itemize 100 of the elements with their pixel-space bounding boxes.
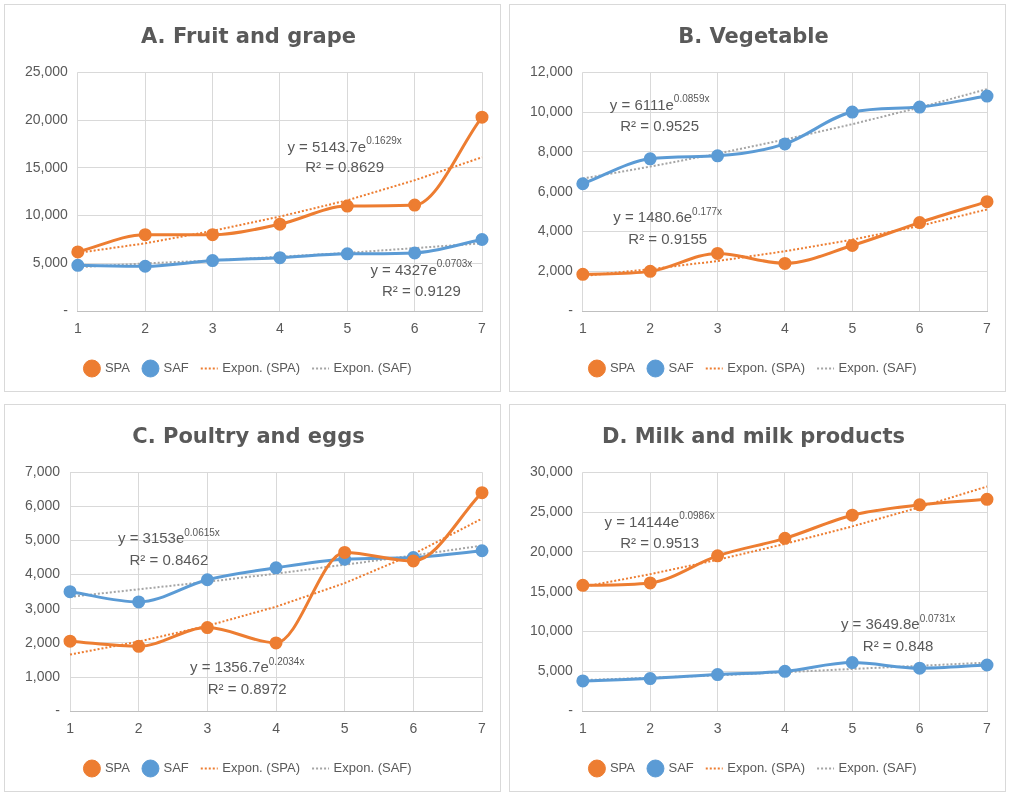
x-tick-label: 1 [73,320,82,337]
x-tick-label: 6 [410,320,419,337]
legend-label: SPA [609,760,636,776]
point [475,486,489,500]
point [576,177,590,191]
annotation: R² = 0.8629 [305,157,384,175]
legend-label: Expon. (SPA) [222,360,301,376]
point [711,246,725,260]
y-tick-label: 20,000 [24,110,69,127]
point [273,251,287,265]
x-tick-label: 4 [276,320,285,337]
point [408,246,422,260]
point [206,254,220,268]
point [206,228,220,242]
x-tick-label: 2 [646,720,655,737]
legend-label: SPA [104,760,131,776]
y-tick-label: 3,000 [24,599,61,616]
annotation: R² = 0.848 [862,636,934,654]
x-tick-label: 5 [340,720,349,737]
y-tick-label: - [55,702,61,719]
x-tick-label: 2 [646,320,655,337]
y-tick-label: 30,000 [529,463,574,480]
legend-label: SAF [668,760,694,776]
y-tick-label: - [568,302,574,319]
y-tick-label: 15,000 [24,158,69,175]
y-tick-label: 10,000 [529,102,574,119]
legend-label: SPA [104,360,131,376]
y-tick-label: 15,000 [529,582,574,599]
chart-title: C. Poultry and eggs [132,424,365,449]
y-tick-label: 6,000 [537,182,574,199]
y-tick-label: 10,000 [529,622,574,639]
y-tick-label: - [63,302,69,319]
point [132,639,146,653]
point [711,668,725,682]
point [340,199,354,213]
point [778,256,792,270]
point [845,105,859,119]
y-tick-label: 5,000 [24,531,61,548]
x-tick-label: 3 [713,720,722,737]
y-tick-label: 6,000 [24,497,61,514]
x-tick-label: 1 [578,720,587,737]
chart-title: B. Vegetable [678,24,829,49]
annotation: R² = 0.9155 [628,229,708,247]
annotation: R² = 0.9525 [620,117,700,135]
point [913,100,927,114]
point [475,544,489,558]
point [269,561,283,575]
point [132,595,146,609]
annotation: R² = 0.9513 [620,534,700,552]
y-tick-label: 10,000 [24,206,69,223]
y-tick-label: 20,000 [529,542,574,559]
annotation: R² = 0.8462 [129,550,209,568]
y-tick-label: - [568,702,574,719]
point [643,672,657,686]
point [778,137,792,151]
point [269,636,283,650]
point [778,664,792,678]
point [643,576,657,590]
y-tick-label: 5,000 [537,662,574,679]
y-tick-label: 25,000 [529,502,574,519]
y-tick-label: 7,000 [24,463,61,480]
point [273,217,287,231]
y-tick-label: 4,000 [24,565,61,582]
legend-label: SAF [163,760,189,776]
point [138,259,152,273]
x-tick-label: 3 [713,320,722,337]
point [980,658,994,672]
point [576,674,590,688]
point [643,152,657,166]
point [980,89,994,103]
point [913,216,927,230]
point [845,238,859,252]
point [576,267,590,281]
x-tick-label: 7 [478,320,487,337]
point [63,634,77,648]
x-tick-label: 3 [203,720,212,737]
point [643,264,657,278]
x-tick-label: 4 [781,720,790,737]
y-tick-label: 25,000 [24,63,69,80]
legend-label: Expon. (SPA) [727,360,806,376]
x-tick-label: 3 [208,320,217,337]
x-tick-label: 6 [409,720,418,737]
x-tick-label: 4 [781,320,790,337]
point [845,508,859,522]
x-tick-label: 1 [578,320,587,337]
y-tick-label: 1,000 [24,667,61,684]
x-tick-label: 7 [478,720,487,737]
legend-label: SAF [668,360,694,376]
legend-label: Expon. (SAF) [838,760,917,776]
legend-label: Expon. (SPA) [222,760,301,776]
point [913,661,927,675]
point [576,578,590,592]
annotation: R² = 0.8972 [207,679,287,697]
point [138,228,152,242]
x-tick-label: 5 [848,720,857,737]
point [980,492,994,506]
y-tick-label: 5,000 [32,254,69,271]
annotation: R² = 0.9129 [381,282,461,300]
point [475,110,489,124]
legend-label: Expon. (SAF) [333,760,412,776]
